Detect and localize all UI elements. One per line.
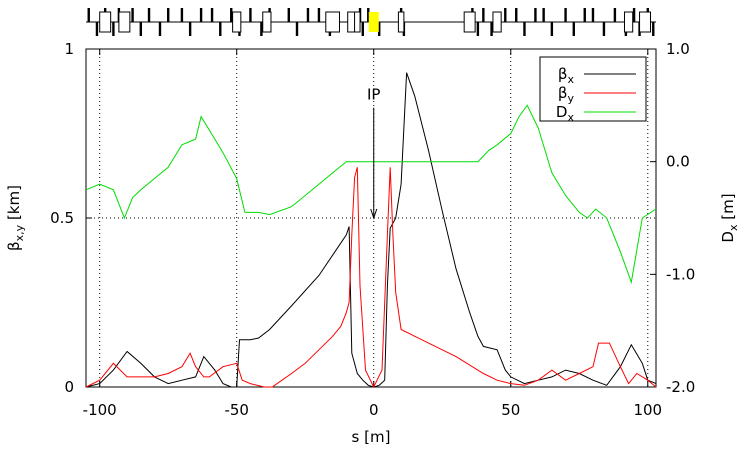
x-tick-label: 50	[501, 401, 520, 419]
left-y-axis-label: βx,y [km]	[5, 185, 26, 251]
left-y-tick-label: 0	[64, 378, 74, 396]
quadrupole-magnet	[158, 22, 162, 36]
legend-box	[539, 56, 647, 122]
series-line-β-x	[85, 72, 657, 388]
x-axis-label: s [m]	[352, 428, 391, 446]
quadrupole-magnet	[131, 8, 134, 22]
quadrupole-magnet	[139, 22, 143, 36]
quadrupole-magnet	[490, 22, 493, 36]
quadrupole-magnet	[260, 22, 263, 36]
quadrupole-magnet	[572, 22, 575, 36]
series-line-D-x	[85, 104, 657, 285]
quadrupole-magnet	[602, 22, 606, 36]
dipole-magnet	[262, 11, 272, 33]
right-y-tick-label: -2.0	[666, 378, 695, 396]
right-y-tick-label: -1.0	[666, 265, 695, 283]
x-tick-label: 0	[369, 401, 379, 419]
right-y-axis-label: Dx [m]	[719, 193, 740, 242]
quadrupole-magnet	[180, 8, 184, 22]
quadrupole-magnet	[210, 8, 214, 22]
quadrupole-magnet	[317, 8, 321, 22]
quadrupole-magnet	[591, 8, 595, 22]
quadrupole-magnet	[367, 8, 370, 22]
dipole-magnet	[118, 11, 131, 33]
quadrupole-magnet	[613, 8, 617, 22]
series-lines	[85, 72, 657, 389]
dipole-magnet	[99, 11, 112, 33]
quadrupole-magnet	[632, 8, 636, 22]
dipole-magnet	[639, 11, 652, 33]
x-tick-label: -50	[224, 401, 249, 419]
right-y-axis-ticks: 1.0 0.0 -1.0 -2.0	[650, 40, 695, 396]
dipole-magnet	[623, 11, 634, 33]
grid-lines	[86, 49, 656, 387]
quadrupole-magnet	[188, 22, 192, 36]
quadrupole-magnet	[147, 8, 151, 22]
ip-marker	[368, 12, 379, 32]
legend-entry-label: Dx	[556, 103, 575, 124]
series-line-β-y	[85, 167, 657, 389]
quadrupole-magnet	[295, 22, 299, 36]
quadrupole-magnet	[95, 22, 99, 36]
quadrupole-magnet	[112, 22, 115, 36]
quadrupole-magnet	[504, 8, 507, 22]
quadrupole-magnet	[230, 8, 233, 22]
quadrupole-magnet	[523, 22, 526, 36]
x-axis-ticks: -100 -50 0 50 100	[83, 49, 662, 419]
left-y-axis-ticks: 00.51	[50, 40, 92, 396]
annotation-arrow-head	[370, 208, 378, 220]
quadrupole-magnet	[306, 8, 310, 22]
quadrupole-magnet	[583, 8, 586, 22]
quadrupole-magnet	[542, 8, 545, 22]
quadrupole-magnet	[482, 8, 485, 22]
quadrupole-magnet	[476, 22, 480, 36]
quadrupole-magnet	[219, 22, 222, 36]
quadrupole-magnet	[199, 8, 203, 22]
quadrupole-magnet	[249, 8, 252, 22]
quadrupole-magnet	[167, 8, 170, 22]
quadrupole-magnet	[564, 8, 567, 22]
dipole-magnet	[325, 11, 340, 33]
dipole-magnet	[463, 11, 476, 33]
legend-entry-label: βx	[558, 65, 575, 86]
quadrupole-magnet	[534, 8, 537, 22]
left-y-tick-label: 1	[64, 40, 74, 58]
quadrupole-magnet	[361, 22, 364, 36]
right-y-tick-label: 0.0	[666, 153, 690, 171]
dipole-magnet	[397, 11, 405, 33]
quadrupole-magnet	[652, 22, 655, 36]
ip-annotation: IP	[367, 86, 380, 220]
quadrupole-magnet	[287, 8, 290, 22]
dipole-magnet	[232, 11, 242, 33]
quadrupole-magnet	[515, 8, 518, 22]
dipole-magnet	[492, 11, 502, 33]
annotation-label: IP	[367, 86, 380, 104]
legend-entry-label: βy	[558, 84, 575, 105]
x-tick-label: 100	[633, 401, 662, 419]
x-tick-label: -100	[83, 401, 117, 419]
quadrupole-magnet	[87, 8, 90, 22]
right-y-tick-label: 1.0	[666, 40, 690, 58]
quadrupole-magnet	[550, 22, 554, 36]
dipole-magnet	[354, 11, 361, 33]
quadrupole-magnet	[378, 22, 381, 36]
lattice-element-strip	[86, 8, 656, 36]
left-y-tick-label: 0.5	[50, 209, 74, 227]
